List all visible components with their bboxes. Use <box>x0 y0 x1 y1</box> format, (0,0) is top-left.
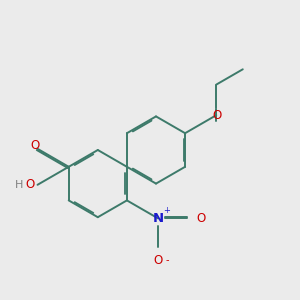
Text: O: O <box>197 212 206 225</box>
Text: H: H <box>15 180 24 190</box>
Text: +: + <box>163 206 170 214</box>
Text: -: - <box>166 255 169 266</box>
Text: O: O <box>154 254 163 267</box>
Text: N: N <box>152 212 164 225</box>
Text: O: O <box>26 178 35 191</box>
Text: O: O <box>31 139 40 152</box>
Text: O: O <box>213 109 222 122</box>
